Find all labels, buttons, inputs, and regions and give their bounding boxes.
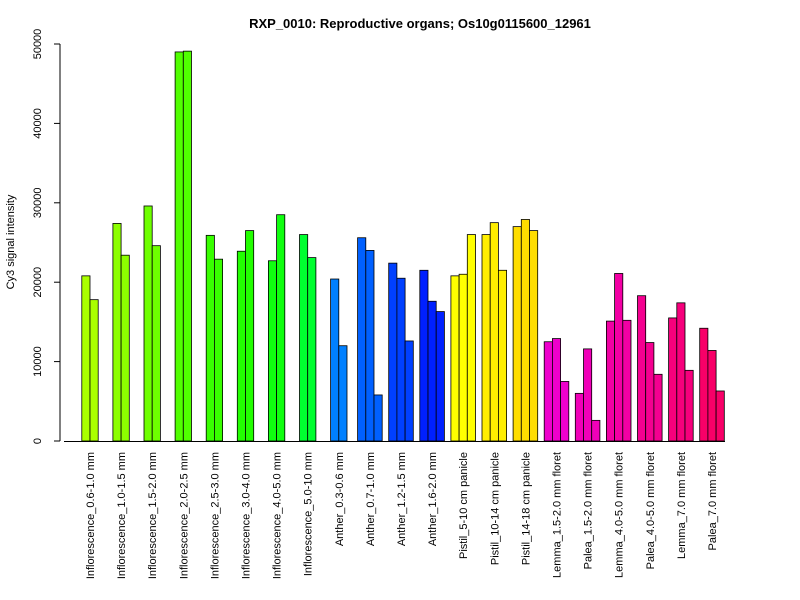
bar: [606, 320, 616, 442]
y-axis: 0 10000 20000 30000 40000 50000: [32, 29, 61, 444]
bar: [267, 260, 277, 442]
bar: [357, 237, 367, 442]
x-tick-label: Palea_7.0 mm floret: [707, 452, 719, 550]
bar: [373, 394, 383, 442]
bar: [622, 319, 632, 442]
x-tick-label: Anther_1.6-2.0 mm: [427, 452, 439, 546]
bar: [120, 254, 130, 442]
bar: [299, 234, 309, 442]
y-tick-label: 50000: [32, 29, 44, 60]
y-tick-label: 0: [32, 438, 44, 444]
bar: [276, 214, 286, 442]
x-tick-label: Palea_1.5-2.0 mm floret: [583, 452, 595, 569]
bar: [427, 300, 437, 442]
x-tick-label: Anther_0.3-0.6 mm: [334, 452, 346, 546]
bar: [543, 341, 553, 442]
x-tick-label: Inflorescence_0.6-1.0 mm: [85, 452, 97, 579]
bar: [614, 273, 624, 442]
bar: [112, 223, 122, 442]
x-tick-label: Inflorescence_2.0-2.5 mm: [178, 452, 190, 579]
y-tick-label: 20000: [32, 267, 44, 298]
bar: [245, 230, 255, 442]
bar: [365, 250, 375, 442]
bar: [591, 419, 601, 442]
y-axis-label: Cy3 signal intensity: [5, 194, 17, 289]
bar: [174, 51, 184, 442]
bar: [236, 250, 246, 442]
bar: [338, 345, 348, 442]
bar: [637, 295, 647, 442]
bar: [574, 392, 584, 442]
x-tick-label: Lemma_4.0-5.0 mm floret: [614, 452, 626, 578]
bar: [396, 277, 406, 442]
bar: [583, 348, 593, 442]
x-axis: Inflorescence_0.6-1.0 mm Inflorescence_1.…: [64, 441, 725, 579]
bar: [182, 50, 192, 442]
bar: [520, 219, 530, 442]
x-tick-label: Anther_1.2-1.5 mm: [396, 452, 408, 546]
bar: [435, 311, 445, 442]
bar: [143, 205, 153, 442]
x-tick-label: Pistil_5-10 cm panicle: [458, 452, 470, 559]
y-tick-label: 10000: [32, 346, 44, 377]
bar: [497, 269, 507, 442]
bar: [684, 369, 694, 442]
bar: [653, 373, 663, 442]
bar: [466, 234, 476, 442]
bar: [481, 234, 491, 442]
bar: [707, 350, 717, 442]
bar: [205, 234, 215, 442]
x-tick-label: Inflorescence_4.0-5.0 mm: [272, 452, 284, 579]
bar: [489, 222, 499, 442]
bar: [404, 340, 414, 442]
bar: [699, 327, 709, 442]
bar: [388, 262, 398, 442]
bar: [552, 338, 562, 442]
bar: [450, 275, 460, 442]
chart-title: RXP_0010: Reproductive organs; Os10g0115…: [249, 16, 591, 31]
bar: [512, 226, 522, 442]
x-tick-label: Inflorescence_3.0-4.0 mm: [241, 452, 253, 579]
x-tick-label: Inflorescence_1.0-1.5 mm: [116, 452, 128, 579]
bar: [89, 299, 99, 442]
bar: [676, 302, 686, 442]
bar: [419, 269, 429, 442]
bar: [330, 278, 340, 442]
bar: [715, 390, 725, 442]
x-tick-label: Inflorescence_2.5-3.0 mm: [209, 452, 221, 579]
x-tick-label: Lemma_7.0 mm floret: [676, 452, 688, 559]
y-tick-label: 40000: [32, 108, 44, 139]
x-tick-label: Palea_4.0-5.0 mm floret: [645, 452, 657, 569]
x-tick-label: Inflorescence_1.5-2.0 mm: [147, 452, 159, 579]
x-tick-label: Pistil_14-18 cm panicle: [520, 452, 532, 565]
bar: [560, 381, 570, 442]
x-tick-label: Anther_0.7-1.0 mm: [365, 452, 377, 546]
bar: [668, 317, 678, 442]
bar: [307, 257, 317, 442]
bar: [213, 258, 223, 442]
x-tick-label: Pistil_10-14 cm panicle: [489, 452, 501, 565]
bar: [81, 275, 91, 442]
bar: [458, 273, 468, 442]
x-tick-label: Inflorescence_5.0-10 mm: [303, 452, 315, 576]
bar: [151, 245, 161, 442]
y-tick-label: 30000: [32, 188, 44, 219]
bars-layer: [81, 50, 725, 442]
bar: [529, 230, 539, 442]
bar: [645, 342, 655, 442]
x-tick-label: Lemma_1.5-2.0 mm floret: [552, 452, 564, 578]
